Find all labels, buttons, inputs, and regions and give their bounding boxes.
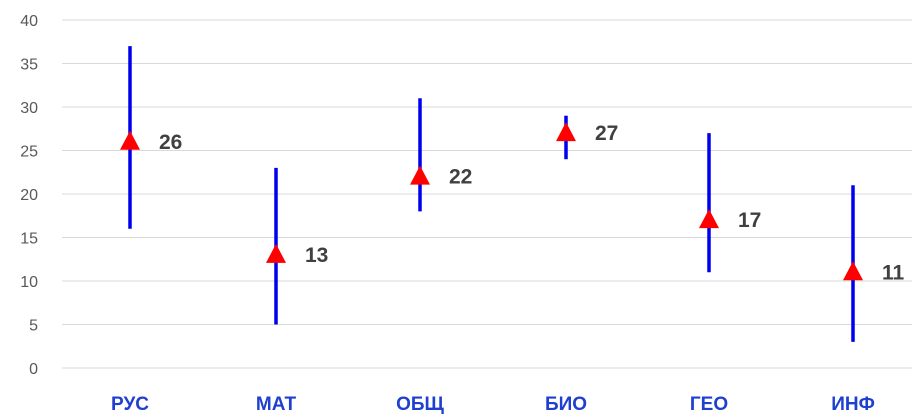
data-label-4: 17 xyxy=(738,209,761,232)
marker-4 xyxy=(699,209,719,229)
y-tick-label: 30 xyxy=(20,100,38,117)
y-tick-label: 0 xyxy=(29,361,38,378)
marker-5 xyxy=(843,261,863,281)
y-tick-label: 40 xyxy=(20,13,38,30)
category-label-1: МАТ xyxy=(256,394,297,415)
y-tick-label: 20 xyxy=(20,187,38,204)
data-label-3: 27 xyxy=(595,122,618,145)
category-label-5: ИНФ xyxy=(831,394,875,415)
gridlines xyxy=(62,19,912,369)
data-label-1: 13 xyxy=(305,244,328,267)
y-tick-label: 15 xyxy=(20,231,38,248)
y-axis-ticks: 0 5 10 15 20 25 30 35 40 xyxy=(20,13,38,378)
x-axis-categories: РУС МАТ ОБЩ БИО ГЕО ИНФ xyxy=(111,394,875,415)
y-tick-label: 10 xyxy=(20,274,38,291)
category-label-0: РУС xyxy=(111,394,149,415)
category-label-2: ОБЩ xyxy=(396,394,444,415)
marker-2 xyxy=(410,165,430,185)
markers xyxy=(120,122,863,281)
data-labels: 26 13 22 27 17 11 xyxy=(159,122,905,284)
data-label-2: 22 xyxy=(449,166,472,189)
y-tick-label: 25 xyxy=(20,144,38,161)
y-tick-label: 5 xyxy=(29,318,38,335)
marker-1 xyxy=(266,243,286,263)
data-label-5: 11 xyxy=(882,261,905,284)
marker-0 xyxy=(120,130,140,150)
marker-3 xyxy=(556,122,576,142)
category-label-4: ГЕО xyxy=(690,394,728,415)
data-label-0: 26 xyxy=(159,131,182,154)
y-tick-label: 35 xyxy=(20,57,38,74)
category-label-3: БИО xyxy=(545,394,587,415)
